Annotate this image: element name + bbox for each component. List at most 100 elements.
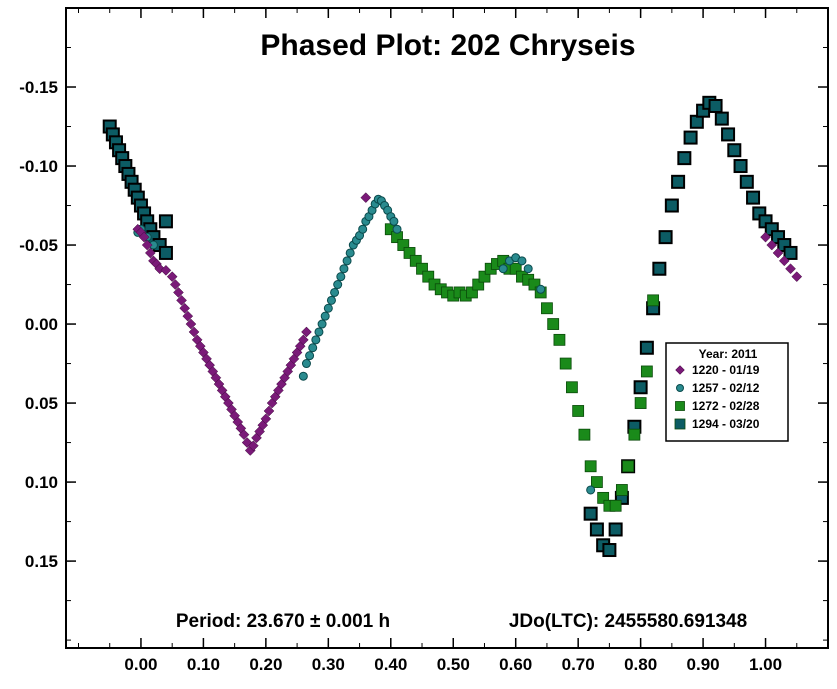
series-1272-point xyxy=(547,318,560,330)
series-1294-point xyxy=(633,380,648,395)
series-1257-point xyxy=(314,327,324,337)
series-1257-point xyxy=(523,264,533,274)
series-1294-point xyxy=(608,522,623,537)
y-tick-label: -0.10 xyxy=(19,157,58,176)
series-1272-point xyxy=(397,239,410,251)
series-1220-point xyxy=(169,279,181,290)
series-1272-point xyxy=(584,460,597,473)
series-1294-point xyxy=(589,522,604,537)
series-1220-point xyxy=(173,287,184,298)
series-1257-point xyxy=(298,371,308,381)
series-1272-point xyxy=(647,294,660,307)
legend-series-1294-point xyxy=(674,418,686,430)
series-1220-point xyxy=(263,405,275,417)
series-1294-point xyxy=(721,127,736,142)
series-1257-point xyxy=(323,303,333,313)
legend-label: 1220 - 01/19 xyxy=(692,363,760,377)
y-tick-label: -0.05 xyxy=(19,236,58,255)
series-1272-point xyxy=(640,365,653,378)
x-tick-label: 0.80 xyxy=(624,655,657,674)
series-1220 xyxy=(132,192,803,456)
series-1257-point xyxy=(320,311,330,321)
series-1257-point xyxy=(330,287,340,297)
series-1272-point xyxy=(559,357,572,370)
x-tick-label: 0.30 xyxy=(312,655,345,674)
series-1272-point xyxy=(622,460,635,473)
series-1294-point xyxy=(739,174,754,189)
series-1272-point xyxy=(553,333,566,346)
series-1294-point xyxy=(639,340,654,355)
series-1220-point xyxy=(166,271,178,282)
series-1220-point xyxy=(791,271,803,282)
series-1294-point xyxy=(708,98,723,113)
series-1272-point xyxy=(528,278,541,291)
series-1220-point xyxy=(297,334,309,346)
series-1257-point xyxy=(358,224,368,234)
series-1257-point xyxy=(333,280,343,290)
series-1257-point xyxy=(308,343,318,353)
series-1294-point xyxy=(783,245,798,260)
series-1294-point xyxy=(746,190,761,205)
series-1272-point xyxy=(509,262,522,275)
series-1294-point xyxy=(671,174,686,189)
series-1272-point xyxy=(591,476,603,488)
series-1272-point xyxy=(466,286,478,299)
series-1220-point xyxy=(138,231,150,243)
series-1257-point xyxy=(498,264,508,274)
series-1220-point xyxy=(760,231,771,243)
series-1294-point xyxy=(652,261,667,276)
data-points xyxy=(102,95,803,558)
legend-box xyxy=(665,342,789,442)
series-1257-point xyxy=(336,272,346,282)
x-tick-label: 1.00 xyxy=(749,655,782,674)
series-1220-point xyxy=(766,239,778,251)
series-1220-point xyxy=(179,302,191,314)
series-1294-point xyxy=(677,151,692,166)
series-1294-point xyxy=(158,214,173,229)
series-1272-point xyxy=(478,270,491,283)
y-tick-label: 0.15 xyxy=(25,552,58,571)
x-tick-label: 0.00 xyxy=(124,655,157,674)
x-tick-label: 0.20 xyxy=(249,655,282,674)
y-axis: -0.15 -0.10 -0.05 0.00 0.05 0.10 0.15 xyxy=(19,7,828,641)
series-1272-point xyxy=(541,302,553,315)
series-1220-point xyxy=(772,247,784,259)
series-1220-point xyxy=(141,239,153,251)
series-1257-point xyxy=(389,216,399,226)
series-1257-point xyxy=(326,295,336,305)
series-1257-point xyxy=(311,335,321,345)
series-1272-point xyxy=(615,484,628,496)
series-1294 xyxy=(102,95,798,558)
epoch-annotation: JDo(LTC): 2455580.691348 xyxy=(509,611,747,632)
series-1294-point xyxy=(733,159,748,174)
series-1294-point xyxy=(714,111,729,126)
series-1220-point xyxy=(176,294,187,306)
series-1220-point xyxy=(778,255,790,267)
series-1257-point xyxy=(305,351,315,361)
y-tick-label: 0.00 xyxy=(25,315,58,334)
x-tick-label: 0.50 xyxy=(437,655,470,674)
legend-label: 1294 - 03/20 xyxy=(692,417,760,431)
series-1272 xyxy=(384,223,660,512)
series-1294-point xyxy=(158,245,173,260)
x-axis: 0.00 0.10 0.20 0.30 0.40 0.50 0.60 0.70 0.80 0.90… xyxy=(77,8,829,674)
legend-series-1257-point xyxy=(676,384,684,392)
series-1272-point xyxy=(409,254,422,267)
series-1272-point xyxy=(572,405,585,417)
series-1272-point xyxy=(472,278,485,291)
series-1220-point xyxy=(238,429,250,441)
series-1272-point xyxy=(566,381,578,394)
period-annotation: Period: 23.670 ± 0.001 h xyxy=(176,611,390,632)
x-tick-label: 0.90 xyxy=(687,655,720,674)
series-1220-point xyxy=(185,318,197,330)
series-1272-point xyxy=(578,428,591,441)
series-1257-point xyxy=(345,248,355,258)
series-1220-point xyxy=(301,326,312,338)
series-1272-point xyxy=(634,397,647,409)
series-1257 xyxy=(133,194,596,495)
series-1272-point xyxy=(628,428,641,441)
series-1257-point xyxy=(586,485,596,495)
series-1220-point xyxy=(182,310,194,322)
series-1272-point xyxy=(403,247,416,259)
